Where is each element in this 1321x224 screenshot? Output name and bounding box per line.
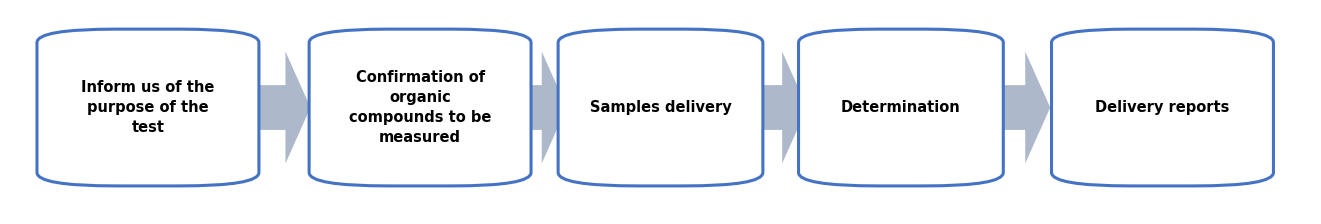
- Text: Delivery reports: Delivery reports: [1095, 100, 1230, 115]
- Text: Determination: Determination: [841, 100, 960, 115]
- Polygon shape: [995, 52, 1050, 164]
- FancyBboxPatch shape: [798, 29, 1004, 186]
- FancyBboxPatch shape: [37, 29, 259, 186]
- Text: Inform us of the
purpose of the
test: Inform us of the purpose of the test: [82, 80, 214, 135]
- FancyBboxPatch shape: [309, 29, 531, 186]
- FancyBboxPatch shape: [1052, 29, 1273, 186]
- Polygon shape: [511, 52, 567, 164]
- Text: Confirmation of
organic
compounds to be
measured: Confirmation of organic compounds to be …: [349, 70, 491, 145]
- Text: Samples delivery: Samples delivery: [589, 100, 732, 115]
- FancyBboxPatch shape: [557, 29, 764, 186]
- Polygon shape: [255, 52, 310, 164]
- Polygon shape: [752, 52, 807, 164]
